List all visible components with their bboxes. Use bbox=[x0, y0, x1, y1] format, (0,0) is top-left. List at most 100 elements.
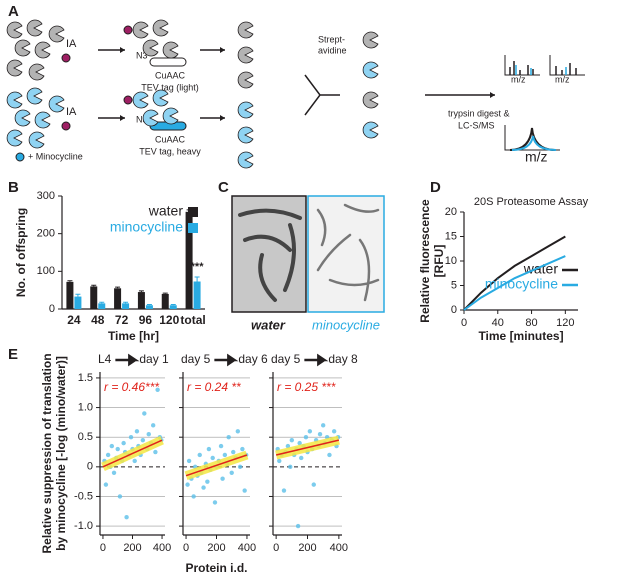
legend-swatch bbox=[188, 223, 198, 233]
protein-shape bbox=[26, 87, 43, 105]
point bbox=[240, 446, 245, 452]
error-bar bbox=[75, 293, 81, 297]
label: N3 bbox=[136, 114, 148, 124]
bar bbox=[74, 296, 82, 309]
protein-shape bbox=[132, 91, 149, 109]
protein-shape bbox=[362, 31, 379, 49]
probe bbox=[123, 25, 133, 35]
legend-label: water bbox=[148, 203, 184, 219]
x-tick-label: 200 bbox=[298, 542, 316, 554]
bar bbox=[193, 281, 201, 309]
point bbox=[288, 464, 293, 470]
probe bbox=[61, 53, 71, 63]
protein-shape bbox=[152, 89, 169, 107]
y-axis-label: Relative fluorescence bbox=[418, 199, 432, 323]
y-tick-label: 1.0 bbox=[78, 401, 93, 413]
y-tick-label: 200 bbox=[37, 228, 55, 240]
legend-swatch bbox=[188, 207, 198, 217]
protein-shape bbox=[28, 63, 45, 81]
point bbox=[285, 443, 291, 449]
point bbox=[277, 458, 282, 464]
point bbox=[320, 423, 326, 428]
panel-title: day 8 bbox=[328, 352, 358, 366]
error-bar bbox=[194, 276, 200, 282]
y-axis-label: No. of offspring bbox=[14, 208, 28, 297]
x-axis-label: Time [hr] bbox=[108, 329, 159, 343]
panel-title: day 1 bbox=[139, 352, 169, 366]
error-bar bbox=[162, 292, 168, 294]
label: IA bbox=[66, 38, 77, 50]
point bbox=[222, 452, 228, 458]
point bbox=[150, 423, 156, 428]
label: m/z bbox=[555, 74, 570, 84]
error-bar bbox=[146, 303, 152, 306]
error-bar bbox=[115, 286, 121, 289]
annotation: r = 0.25 *** bbox=[277, 380, 336, 394]
point bbox=[242, 488, 247, 493]
point bbox=[124, 515, 129, 520]
protein-shape bbox=[362, 61, 379, 79]
point bbox=[311, 482, 316, 487]
x-tick-label: 40 bbox=[492, 317, 504, 329]
point bbox=[128, 435, 134, 440]
protein-shape bbox=[48, 95, 65, 113]
protein-shape bbox=[142, 109, 159, 127]
label: N3 bbox=[136, 50, 148, 60]
point bbox=[140, 437, 146, 443]
point bbox=[121, 440, 126, 446]
point bbox=[327, 452, 332, 458]
point bbox=[103, 482, 109, 487]
panel-label: D bbox=[430, 179, 441, 196]
title-arrow bbox=[304, 353, 329, 367]
y-tick-label: 5 bbox=[451, 279, 457, 291]
protein-shape bbox=[14, 109, 31, 127]
error-bar bbox=[67, 280, 73, 282]
peak-curve bbox=[511, 135, 557, 151]
point bbox=[303, 435, 309, 440]
point bbox=[297, 440, 302, 446]
protein-shape bbox=[237, 101, 254, 119]
protein-shape bbox=[6, 91, 23, 109]
annotation: r = 0.24 ** bbox=[187, 380, 241, 394]
point bbox=[191, 494, 196, 499]
protein-shape bbox=[162, 107, 179, 125]
label: avidine bbox=[318, 45, 347, 55]
photo bbox=[307, 195, 385, 313]
point bbox=[231, 449, 236, 455]
error-bar bbox=[123, 301, 129, 304]
workflow-diagram: IA IA N3 CuAAC TEV tag (light) N3 CuAAC … bbox=[15, 34, 585, 165]
bar bbox=[145, 305, 153, 309]
fit-line bbox=[185, 454, 248, 477]
point bbox=[111, 470, 117, 475]
point bbox=[197, 452, 202, 458]
panel-label: B bbox=[8, 179, 19, 196]
arrow bbox=[98, 49, 495, 119]
label: TEV tag, heavy bbox=[139, 146, 201, 156]
y-axis-label: [RFU] bbox=[432, 245, 446, 278]
worm bbox=[238, 208, 302, 302]
legend-label: water bbox=[523, 261, 559, 277]
point bbox=[281, 488, 287, 493]
chart-title: 20S Proteasome Assay bbox=[474, 196, 589, 208]
protein-shape bbox=[237, 71, 254, 89]
x-tick-label: 48 bbox=[91, 313, 105, 327]
probe bbox=[61, 121, 71, 131]
x-tick-label: 400 bbox=[153, 542, 171, 554]
bar bbox=[137, 292, 145, 309]
protein-shape bbox=[152, 19, 169, 37]
point bbox=[186, 458, 192, 464]
bar bbox=[90, 286, 98, 309]
protein-shape bbox=[34, 111, 51, 129]
y-tick-label: 15 bbox=[445, 230, 457, 242]
y-tick-label: 0.5 bbox=[78, 431, 93, 443]
protein-shape bbox=[237, 151, 254, 169]
peak bbox=[509, 61, 577, 75]
point bbox=[105, 452, 111, 458]
point bbox=[205, 479, 210, 484]
point bbox=[220, 476, 225, 481]
point bbox=[153, 449, 158, 455]
protein-shape bbox=[237, 46, 254, 64]
label: TEV tag (light) bbox=[141, 82, 199, 92]
y-tick-label: 1.5 bbox=[78, 372, 93, 384]
